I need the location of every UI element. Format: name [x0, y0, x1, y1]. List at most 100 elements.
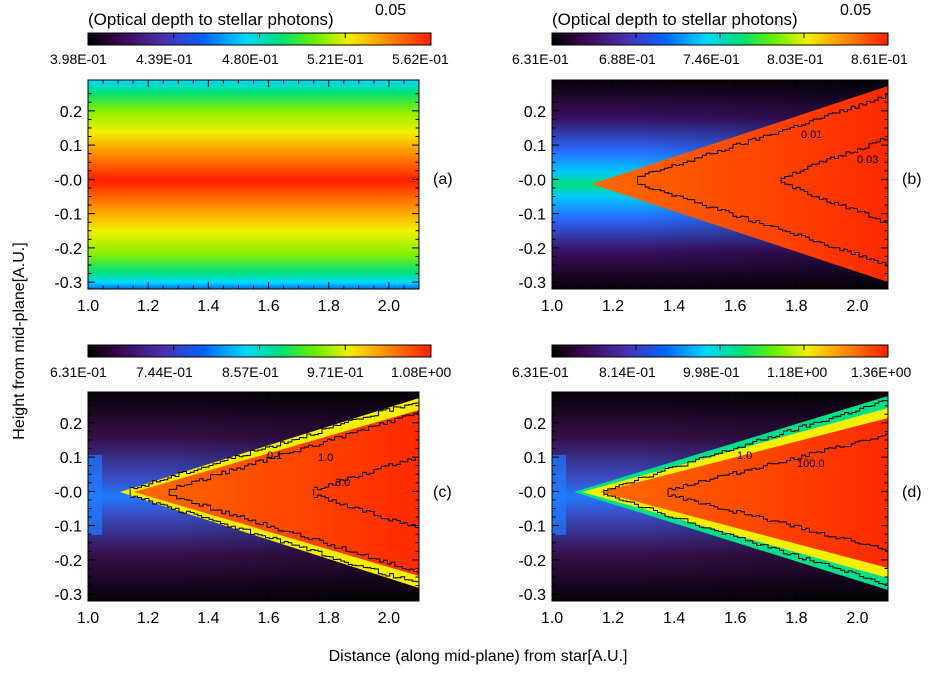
heatmap-field-a: [88, 80, 419, 289]
colorbar-tick-label: 5.21E-01: [307, 51, 364, 67]
y-tick-label: -0.3: [518, 587, 546, 604]
x-tick-label: 1.6: [724, 298, 746, 315]
colorbar-tick-label: 7.46E-01: [683, 51, 740, 67]
contour-label: 3.0: [335, 477, 350, 489]
colorbar-tick-label: 4.39E-01: [136, 51, 193, 67]
contour-line: [130, 402, 419, 490]
heatmap-b: [552, 80, 888, 289]
x-tick-label: 1.2: [137, 298, 159, 315]
x-tick-label: 1.0: [541, 298, 563, 315]
y-tick-label: 0.2: [60, 104, 82, 121]
x-tick-label: 1.4: [197, 610, 219, 627]
contour-line: [603, 400, 888, 491]
contour-label: 0.03: [857, 154, 878, 166]
y-tick-label: 0.1: [60, 450, 82, 467]
colorbar-tick-label: 8.57E-01: [222, 364, 279, 380]
colorbar-tick-label: 1.36E+00: [851, 364, 912, 380]
contour-label: 0.1: [267, 450, 282, 462]
y-tick-label: -0.3: [518, 275, 546, 292]
contour-line: [169, 494, 419, 574]
colorbar-tick-label: 6.31E-01: [512, 364, 569, 380]
colorbar-title-a: (Optical depth to stellar photons): [88, 10, 334, 29]
contour-label: 0.01: [801, 129, 822, 141]
contour-line: [637, 94, 888, 177]
contour-line: [668, 433, 888, 491]
contour-line: [781, 181, 889, 225]
colorbar-tick-label: 6.31E-01: [50, 364, 107, 380]
x-tick-label: 1.6: [724, 610, 746, 627]
colorbar-tick-label: 8.14E-01: [599, 364, 656, 380]
y-tick-label: -0.0: [518, 484, 546, 501]
heatmap-wedge-b: [592, 86, 888, 282]
x-tick-label: 1.4: [197, 298, 219, 315]
contours-b: [637, 94, 889, 267]
contour-line: [313, 456, 420, 491]
x-tick-label: 2.0: [378, 610, 400, 627]
y-tick-label: 0.1: [60, 138, 82, 155]
y-tick-label: -0.3: [54, 275, 82, 292]
contours-c: [129, 402, 420, 583]
colorbar-tick-label: 9.98E-01: [683, 364, 740, 380]
x-tick-label: 1.8: [318, 298, 340, 315]
colorbar-title-b: (Optical depth to stellar photons): [552, 10, 798, 29]
contour-label: 100.0: [797, 458, 825, 470]
contour-line: [637, 183, 888, 267]
heatmap-a: [88, 80, 419, 289]
heatmap-inner-edge-c: [88, 455, 102, 535]
x-tick-label: 1.8: [785, 298, 807, 315]
y-tick-label: -0.1: [518, 207, 546, 224]
x-tick-label: 2.0: [846, 298, 868, 315]
x-tick-label: 1.8: [785, 610, 807, 627]
x-tick-label: 1.0: [541, 610, 563, 627]
y-tick-label: -0.2: [518, 553, 546, 570]
x-tick-label: 1.8: [318, 610, 340, 627]
y-tick-label: 0.1: [524, 138, 546, 155]
colorbar-tick-label: 3.98E-01: [50, 51, 107, 67]
y-tick-label: -0.0: [54, 172, 82, 189]
panel-label-a: (a): [433, 171, 453, 188]
x-tick-label: 1.4: [663, 610, 685, 627]
heatmap-inner-edge-d: [552, 455, 566, 535]
heatmap-c: [88, 392, 419, 601]
y-tick-label: -0.1: [518, 519, 546, 536]
x-tick-label: 1.6: [257, 298, 279, 315]
contour-label: 1.0: [318, 452, 333, 464]
contour-line: [781, 136, 889, 179]
x-axis-title: Distance (along mid-plane) from star[A.U…: [329, 648, 628, 665]
y-tick-label: -0.2: [54, 241, 82, 258]
colorbar-tick-label: 7.44E-01: [136, 364, 193, 380]
x-tick-label: 1.4: [663, 298, 685, 315]
panel-label-c: (c): [433, 484, 452, 501]
contour-line: [313, 494, 420, 529]
x-tick-label: 1.2: [137, 610, 159, 627]
panel-label-b: (b): [902, 171, 922, 188]
colorbar-tick-label: 1.08E+00: [391, 364, 452, 380]
contours-d: [603, 400, 888, 585]
contour-line: [169, 411, 419, 490]
heatmap-wedge-c: [134, 410, 419, 576]
heatmap-d: [552, 392, 888, 601]
axes-b: 1.0 1.2 1.4 1.6 1.8 2.0 0.2 0.1 -0.0 -0.1 -0.2 -0.3: [518, 79, 889, 315]
contour-line: [603, 493, 888, 585]
colorbar-d: 6.31E-01 8.14E-01 9.98E-01 1.18E+00 1.36…: [512, 344, 912, 380]
colorbar-tick-label: 5.62E-01: [392, 51, 449, 67]
colorbar-tick-label: 1.18E+00: [767, 364, 828, 380]
y-tick-label: -0.2: [518, 241, 546, 258]
colorbar-tick-label: 6.88E-01: [599, 51, 656, 67]
y-tick-label: -0.1: [54, 207, 82, 224]
axes-a: 1.0 1.2 1.4 1.6 1.8 2.0 0.2 0.1 -0.0 -0.1 -0.2 -0.3: [54, 79, 420, 315]
y-tick-label: 0.2: [524, 104, 546, 121]
y-tick-label: -0.0: [518, 172, 546, 189]
y-tick-label: -0.1: [54, 519, 82, 536]
x-tick-label: 1.0: [77, 610, 99, 627]
x-tick-label: 1.2: [602, 298, 624, 315]
colorbar-tick-label: 9.71E-01: [307, 364, 364, 380]
colorbar-b: (Optical depth to stellar photons) 0.05 …: [512, 2, 908, 67]
x-tick-label: 1.2: [602, 610, 624, 627]
colorbar-c: 6.31E-01 7.44E-01 8.57E-01 9.71E-01 1.08…: [50, 344, 452, 380]
panel-label-d: (d): [902, 484, 922, 501]
y-tick-label: 0.1: [524, 450, 546, 467]
axes-d: 1.0 1.2 1.4 1.6 1.8 2.0 0.2 0.1 -0.0 -0.1 -0.2 -0.3: [518, 391, 889, 627]
x-tick-label: 1.0: [77, 298, 99, 315]
